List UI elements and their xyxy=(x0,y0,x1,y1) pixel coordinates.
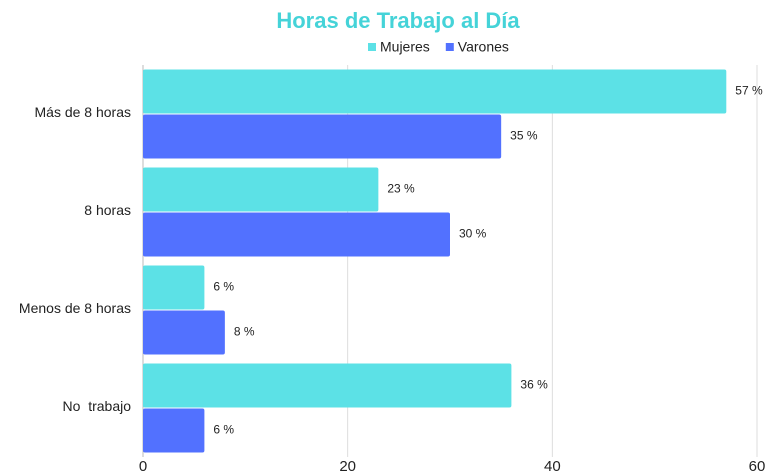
bar xyxy=(143,265,205,310)
bar xyxy=(143,69,727,114)
x-tick-label: 20 xyxy=(339,458,356,475)
value-label: 6 % xyxy=(213,280,234,294)
chart-title: Horas de Trabajo al Día xyxy=(276,8,520,33)
y-tick-label: Más de 8 horas xyxy=(35,104,132,120)
legend-swatch xyxy=(368,43,376,51)
legend-label: Varones xyxy=(458,39,509,55)
x-tick-label: 40 xyxy=(544,458,561,475)
value-label: 23 % xyxy=(387,182,415,196)
bar xyxy=(143,167,379,212)
bar xyxy=(143,114,502,159)
bar xyxy=(143,212,450,257)
value-label: 36 % xyxy=(520,378,548,392)
bar xyxy=(143,408,205,453)
bar xyxy=(143,310,225,355)
y-tick-label: No trabajo xyxy=(63,398,132,414)
x-tick-label: 0 xyxy=(139,458,147,475)
y-tick-label: Menos de 8 horas xyxy=(19,300,131,316)
value-label: 35 % xyxy=(510,129,538,143)
legend-label: Mujeres xyxy=(380,39,430,55)
value-label: 6 % xyxy=(213,423,234,437)
x-tick-label: 60 xyxy=(749,458,766,475)
value-label: 57 % xyxy=(735,84,763,98)
bar xyxy=(143,363,512,408)
value-label: 30 % xyxy=(459,227,487,241)
legend-swatch xyxy=(445,43,454,51)
y-tick-label: 8 horas xyxy=(84,202,131,218)
value-label: 8 % xyxy=(234,325,255,339)
